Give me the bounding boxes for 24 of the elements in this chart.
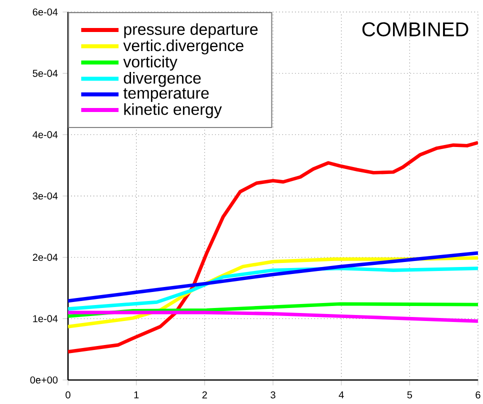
x-tick-label: 6: [476, 391, 480, 398]
y-tick-label: 5e-04: [32, 70, 58, 77]
x-tick-label: 4: [338, 391, 344, 398]
y-tick-label: 6e-04: [32, 8, 58, 16]
y-tick-label: 2e-04: [32, 254, 58, 261]
legend-label: vorticity: [123, 56, 178, 71]
legend-label: temperature: [123, 88, 209, 102]
annotation: COMBINED: [362, 22, 468, 36]
x-tick-label: 1: [134, 391, 139, 398]
x-tick-label: 0: [66, 391, 70, 398]
legend-label: vertic.divergence: [123, 39, 244, 54]
x-tick-label: 2: [202, 391, 207, 398]
legend-label: divergence: [124, 72, 201, 87]
legend-label: kinetic energy: [124, 103, 222, 118]
y-tick-label: 3e-04: [32, 192, 58, 200]
legend-label: pressure departure: [124, 23, 258, 38]
line-series: [68, 251, 478, 303]
x-tick-label: 3: [270, 391, 276, 398]
x-tick-label: 5: [407, 391, 412, 398]
line-series: [68, 140, 478, 354]
y-tick-label: 0e+00: [30, 376, 58, 384]
line-series: [68, 302, 478, 318]
y-tick-label: 1e-04: [33, 315, 58, 322]
y-tick-label: 4e-04: [32, 131, 58, 138]
